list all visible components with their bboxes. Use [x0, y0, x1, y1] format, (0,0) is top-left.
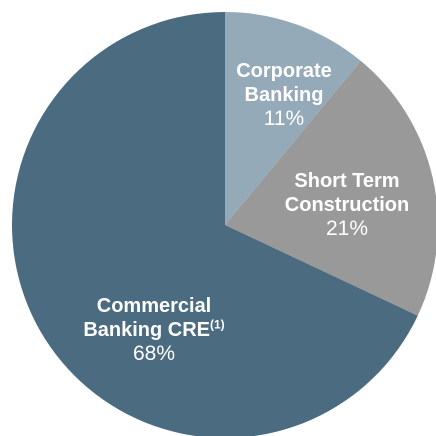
percent-label: 11%: [263, 107, 305, 130]
category-name: Corporate Banking: [236, 60, 332, 106]
pie-slice: [12, 12, 418, 436]
slice-label: Short Term Construction 21%: [265, 169, 430, 241]
slice-label: Corporate Banking 11%: [219, 59, 349, 131]
pie-slice: [225, 12, 361, 225]
percent-label: 68%: [132, 342, 176, 365]
footnote-marker: (1): [210, 317, 225, 332]
slice-label: Commercial Banking CRE(1) 68%: [69, 294, 239, 366]
pie-slice: [225, 60, 436, 316]
category-name: Short Term Construction: [284, 170, 410, 216]
percent-label: 21%: [325, 217, 369, 240]
category-name: Commercial Banking CRE: [83, 295, 212, 341]
